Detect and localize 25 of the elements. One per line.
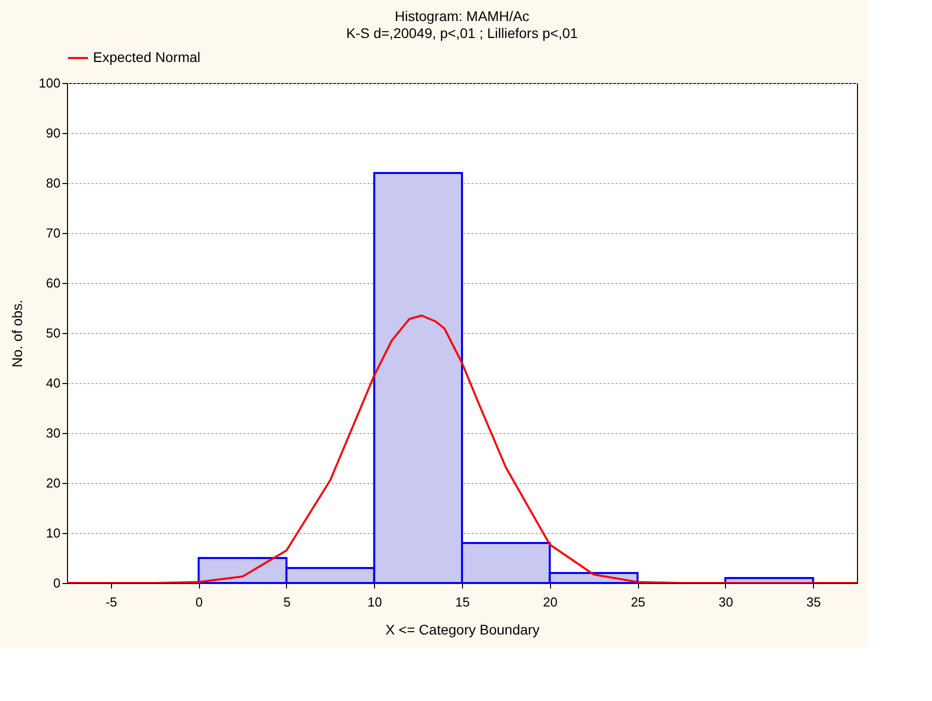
y-tick-label: 10: [46, 526, 60, 540]
x-tick-label: 10: [367, 594, 382, 610]
x-axis-title: X <= Category Boundary: [385, 622, 540, 638]
y-tick-label: 50: [46, 326, 60, 340]
y-tick-label: 20: [46, 476, 60, 490]
y-tick-label: 0: [53, 576, 60, 590]
y-tick-label: 70: [46, 226, 60, 240]
chart-title: Histogram: MAMH/Ac: [394, 8, 530, 24]
x-tick-label: 35: [806, 594, 821, 610]
x-tick-label: 30: [718, 594, 734, 610]
x-tick-label: 5: [283, 594, 291, 610]
x-tick-label: 25: [630, 594, 646, 610]
x-tick-label: 15: [455, 594, 470, 610]
chart-subtitle: K-S d=,20049, p<,01 ; Lilliefors p<,01: [346, 25, 578, 41]
y-tick-label: 30: [46, 426, 60, 440]
y-tick-label: 90: [46, 126, 60, 140]
y-tick-label: 60: [46, 276, 60, 290]
x-tick-label: 0: [196, 594, 203, 610]
legend-label: Expected Normal: [93, 49, 200, 65]
x-tick-label: -5: [106, 594, 118, 610]
y-axis-title: No. of obs.: [8, 300, 25, 368]
y-tick-label: 80: [46, 176, 60, 190]
y-tick-label: 40: [46, 376, 60, 390]
y-tick-label: 100: [38, 76, 60, 90]
x-tick-label: 20: [543, 594, 558, 610]
